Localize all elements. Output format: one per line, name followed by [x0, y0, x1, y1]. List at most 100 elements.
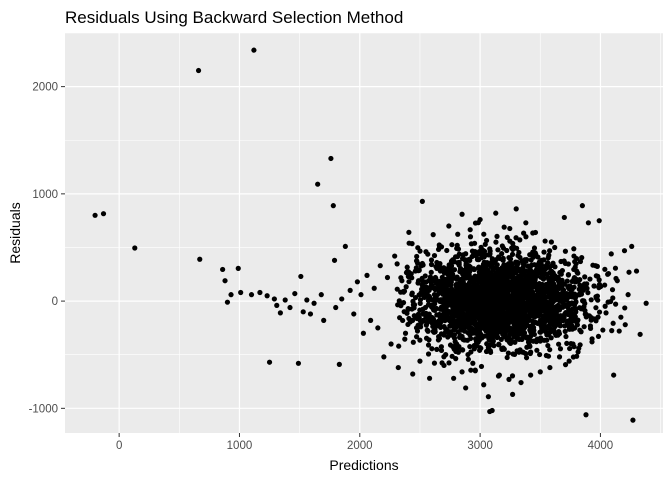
data-point [568, 341, 574, 347]
data-point [496, 287, 503, 293]
data-point [454, 312, 460, 318]
data-point [429, 320, 435, 326]
data-point [431, 252, 438, 259]
plot-panel [65, 33, 663, 433]
data-point [100, 211, 107, 217]
data-point [545, 260, 551, 266]
data-point [541, 249, 547, 255]
data-point [424, 284, 430, 291]
data-point [490, 276, 497, 282]
data-point [473, 289, 480, 295]
data-point [574, 322, 580, 328]
data-point [445, 271, 451, 277]
data-point [621, 248, 628, 254]
data-point [406, 279, 412, 285]
data-point [541, 257, 547, 263]
data-point [354, 279, 360, 285]
data-point [248, 292, 255, 298]
data-point [556, 316, 562, 322]
data-point [514, 303, 521, 309]
data-point [487, 321, 493, 327]
data-point [609, 287, 616, 293]
data-point [467, 275, 473, 281]
data-point [381, 354, 387, 360]
data-point [495, 373, 502, 379]
data-point [565, 261, 571, 267]
data-point [360, 330, 366, 336]
data-point [499, 265, 505, 271]
data-point [637, 331, 643, 337]
data-point [417, 300, 423, 306]
data-point [508, 302, 514, 308]
data-point [494, 334, 500, 341]
data-point [433, 305, 440, 312]
data-point [445, 265, 452, 271]
data-point [489, 281, 495, 288]
data-point [602, 282, 608, 288]
data-point [504, 234, 510, 241]
data-point [500, 283, 507, 289]
data-point [371, 285, 377, 291]
data-point [541, 318, 547, 324]
data-point [509, 273, 516, 279]
data-point [498, 325, 504, 331]
data-point [462, 290, 468, 296]
data-point [463, 385, 469, 391]
data-point [457, 290, 464, 296]
data-point [477, 270, 483, 276]
data-point [282, 297, 288, 303]
data-point [471, 280, 477, 286]
data-point [467, 227, 473, 233]
data-point [448, 329, 454, 335]
data-point [581, 324, 587, 330]
data-point [445, 334, 451, 340]
data-point [414, 328, 421, 334]
x-tick-label: 2000 [347, 440, 373, 452]
data-point [582, 274, 588, 280]
data-point [431, 360, 438, 366]
data-point [585, 290, 591, 296]
dense-point-cloud [394, 220, 632, 400]
data-point [541, 313, 547, 319]
data-point [436, 264, 442, 270]
data-point [195, 67, 202, 74]
data-point [546, 305, 553, 311]
data-point [494, 233, 500, 239]
data-point [547, 276, 554, 283]
data-point [459, 276, 465, 282]
data-point [577, 327, 583, 333]
data-point [530, 249, 536, 255]
data-point [396, 298, 402, 304]
data-point [519, 277, 525, 283]
data-point [505, 266, 511, 272]
data-point [550, 260, 556, 266]
data-point [449, 242, 455, 248]
data-point [443, 306, 449, 312]
data-point [472, 251, 479, 257]
data-point [505, 305, 511, 312]
data-point [521, 293, 528, 299]
data-point [304, 297, 310, 303]
data-point [566, 358, 572, 364]
data-point [595, 333, 602, 340]
data-point [468, 326, 474, 332]
data-point [519, 306, 525, 312]
data-point [504, 354, 510, 361]
data-point [581, 304, 587, 310]
data-point [520, 272, 526, 278]
data-point [444, 279, 451, 285]
data-point [562, 328, 568, 334]
data-point [506, 334, 512, 340]
data-point [521, 230, 527, 236]
data-point [300, 309, 306, 315]
data-point [513, 323, 520, 329]
data-point [585, 220, 592, 226]
data-point [292, 290, 298, 297]
data-point [630, 417, 636, 423]
data-point [449, 257, 455, 264]
data-point [402, 330, 409, 336]
data-point [452, 292, 459, 298]
data-point [274, 302, 280, 308]
data-point [507, 238, 513, 244]
